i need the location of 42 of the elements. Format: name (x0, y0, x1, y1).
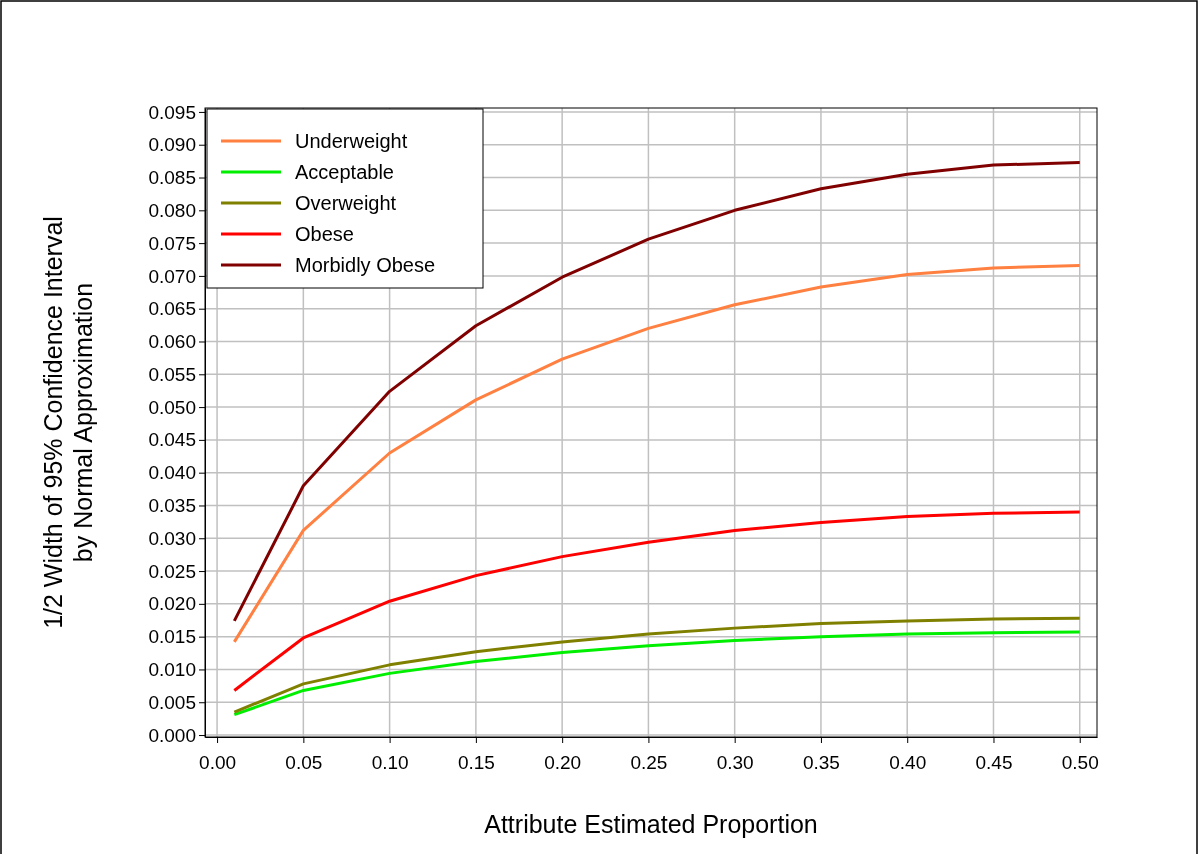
y-tick-label: 0.050 (148, 396, 196, 418)
y-tick-label: 0.080 (148, 199, 196, 221)
y-tick-label: 0.060 (148, 331, 196, 353)
line-series (232, 616, 1082, 714)
y-tick-label: 0.055 (148, 363, 196, 385)
legend-label: Underweight (295, 130, 408, 152)
y-tick-label: 0.090 (148, 134, 196, 156)
y-tick-label: 0.040 (148, 462, 196, 484)
x-tick-label: 0.35 (802, 751, 840, 773)
x-tick-label: 0.10 (371, 751, 409, 773)
line-series (232, 510, 1082, 692)
y-tick-label: 0.085 (148, 167, 196, 189)
legend-label: Acceptable (295, 161, 394, 183)
y-tick-label: 0.065 (148, 298, 196, 320)
y-tick-label: 0.075 (148, 232, 196, 254)
legend-label: Obese (295, 223, 354, 245)
y-tick-label: 0.005 (148, 691, 196, 713)
y-tick-label: 0.015 (148, 626, 196, 648)
y-tick-label: 0.010 (148, 659, 196, 681)
y-tick-label: 0.000 (148, 724, 196, 746)
y-axis-title: 1/2 Width of 95% Confidence Interval by Normal Approximation (39, 216, 97, 629)
x-tick-label: 0.25 (630, 751, 668, 773)
x-tick-label: 0.50 (1061, 751, 1099, 773)
y-tick-label: 0.095 (148, 101, 196, 123)
x-tick-label: 0.45 (975, 751, 1013, 773)
x-tick-label: 0.20 (544, 751, 582, 773)
x-tick-label: 0.05 (285, 751, 323, 773)
x-tick-label: 0.40 (889, 751, 927, 773)
x-axis-title: Attribute Estimated Proportion (484, 810, 818, 838)
x-tick-label: 0.15 (457, 751, 495, 773)
y-tick-label: 0.035 (148, 495, 196, 517)
legend-label: Overweight (295, 192, 397, 214)
line-series (232, 630, 1082, 717)
y-tick-label: 0.070 (148, 265, 196, 287)
line-series (232, 160, 1082, 623)
y-tick-label: 0.045 (148, 429, 196, 451)
x-tick-label: 0.00 (199, 751, 237, 773)
y-tick-label: 0.025 (148, 560, 196, 582)
x-tick-label: 0.30 (716, 751, 754, 773)
y-tick-label: 0.030 (148, 527, 196, 549)
y-tick-label: 0.020 (148, 593, 196, 615)
legend-label: Morbidly Obese (295, 254, 436, 276)
